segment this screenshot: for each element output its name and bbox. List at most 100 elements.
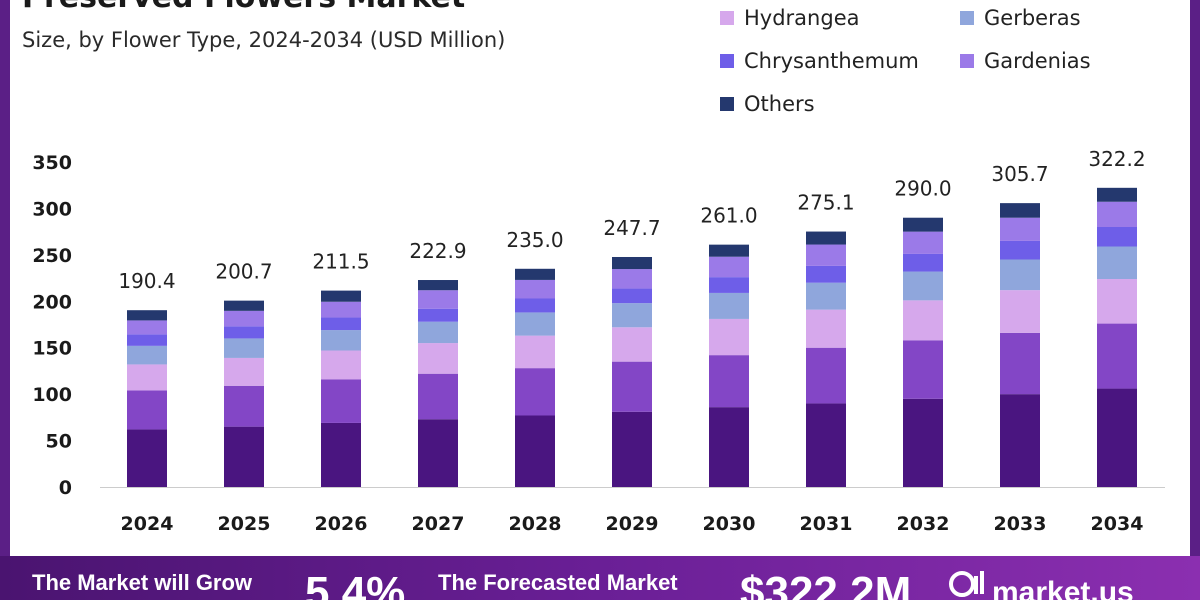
bar-segment [321, 301, 361, 318]
bar-segment [224, 326, 264, 339]
bar-segment [612, 361, 652, 412]
bar-segment [612, 303, 652, 328]
bar-segment [127, 390, 167, 430]
bar-segment [903, 340, 943, 399]
x-tick-label: 2028 [509, 513, 562, 535]
x-tick-label: 2027 [412, 513, 465, 535]
bar-segment [806, 244, 846, 266]
bar-segment [709, 407, 749, 487]
legend-label-gardenias: Gardenias [984, 49, 1091, 73]
bar-segment [612, 411, 652, 487]
bar-segment [1000, 240, 1040, 260]
bar-segment [418, 308, 458, 322]
bar-segment [127, 320, 167, 335]
bar-segment [1097, 323, 1137, 389]
banner-market-size: $322.2M [740, 568, 912, 600]
legend-label-others: Others [744, 92, 815, 116]
bar-segment [806, 231, 846, 245]
bar-segment [224, 426, 264, 487]
bar-total-label: 261.0 [700, 204, 757, 228]
bar-segment [1000, 394, 1040, 487]
bar-segment [1097, 246, 1137, 279]
x-tick-label: 2033 [994, 513, 1047, 535]
bar-total-label: 211.5 [312, 250, 369, 274]
bar-segment [515, 298, 555, 313]
bar-segment [903, 398, 943, 487]
bar-segment [806, 282, 846, 310]
x-tick-label: 2032 [897, 513, 950, 535]
bar-segment [709, 256, 749, 278]
y-tick-label: 300 [32, 198, 72, 220]
banner-brand: market.us [992, 576, 1134, 600]
legend-item-hydrangea: Hydrangea [720, 6, 859, 30]
legend-swatch-others [720, 97, 734, 111]
bar-total-label: 305.7 [991, 162, 1048, 186]
bar-segment [418, 373, 458, 420]
bar-segment [321, 290, 361, 302]
bar-total-label: 190.4 [118, 269, 175, 293]
bar-segment [224, 338, 264, 358]
bar-segment [515, 415, 555, 487]
legend-item-chrysanthemum: Chrysanthemum [720, 49, 919, 73]
bar-segment [224, 357, 264, 386]
bar-segment [1097, 187, 1137, 202]
bar-segment [515, 279, 555, 299]
bar-segment [1097, 201, 1137, 227]
banner-cagr: 5.4% [305, 568, 406, 600]
bar-total-label: 235.0 [506, 228, 563, 252]
bar-segment [418, 321, 458, 344]
bar-segment [612, 288, 652, 304]
bar-segment [1000, 290, 1040, 333]
bar-segment [127, 334, 167, 346]
bar-segment [806, 309, 846, 348]
bar-segment [224, 310, 264, 327]
bar-total-label: 322.2 [1088, 147, 1145, 171]
bar-segment [1000, 203, 1040, 218]
x-tick-label: 2031 [800, 513, 853, 535]
legend-swatch-gerberas [960, 11, 974, 25]
bar-segment [612, 256, 652, 270]
bar-segment [321, 422, 361, 487]
legend-item-gerberas: Gerberas [960, 6, 1081, 30]
y-tick-label: 150 [32, 338, 72, 360]
bar-segment [515, 368, 555, 416]
bar-segment [903, 217, 943, 232]
bar-segment [1000, 259, 1040, 291]
x-tick-label: 2025 [218, 513, 271, 535]
y-tick-label: 350 [32, 152, 72, 174]
legend-swatch-hydrangea [720, 11, 734, 25]
chart-title: Preserved Flowers Market [22, 0, 465, 15]
legend-item-gardenias: Gardenias [960, 49, 1091, 73]
legend: Hydrangea Gerberas Chrysanthemum Gardeni… [720, 4, 1160, 124]
bar-segment [1000, 332, 1040, 395]
bar-segment [418, 343, 458, 374]
bar-segment [127, 429, 167, 487]
bar-segment [612, 327, 652, 362]
legend-item-others: Others [720, 92, 815, 116]
bar-segment [806, 347, 846, 404]
bar-segment [515, 268, 555, 280]
y-tick-label: 50 [46, 431, 72, 453]
legend-swatch-gardenias [960, 54, 974, 68]
y-tick-label: 200 [32, 291, 72, 313]
bar-segment [321, 317, 361, 331]
bar-segment [1097, 388, 1137, 487]
banner-forecast-label: The Forecasted Market [438, 570, 678, 595]
y-tick-label: 0 [59, 477, 72, 499]
chart-subtitle: Size, by Flower Type, 2024-2034 (USD Mil… [22, 28, 506, 52]
bar-total-label: 275.1 [797, 191, 854, 215]
bar-segment [709, 277, 749, 293]
bar-segment [709, 244, 749, 257]
y-tick-label: 250 [32, 245, 72, 267]
banner-grow-label: The Market will Grow [32, 570, 253, 595]
legend-label-hydrangea: Hydrangea [744, 6, 860, 30]
bar-segment [709, 355, 749, 408]
bar-segment [903, 231, 943, 254]
bar-total-label: 290.0 [894, 177, 951, 201]
bar-total-label: 222.9 [409, 239, 466, 263]
bar-segment [903, 300, 943, 341]
legend-label-chrysanthemum: Chrysanthemum [744, 49, 919, 73]
x-tick-label: 2034 [1091, 513, 1144, 535]
bar-segment [903, 253, 943, 272]
